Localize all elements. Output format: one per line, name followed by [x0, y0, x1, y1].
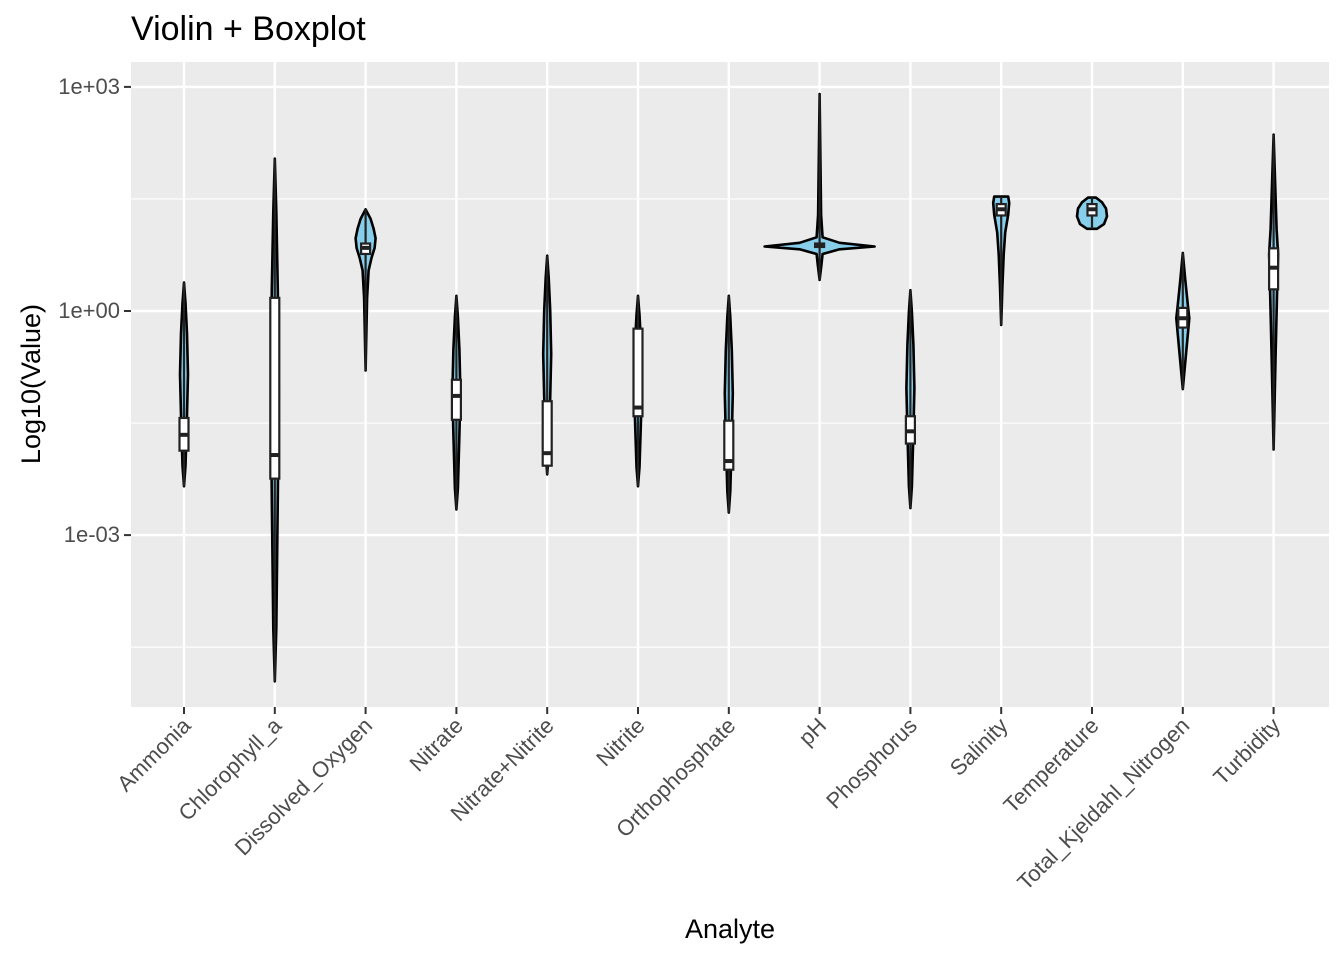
y-tick-label: 1e+00 — [58, 298, 120, 323]
violin-nitrate-nitrite — [541, 254, 553, 476]
box — [632, 327, 644, 418]
y-tick-label: 1e-03 — [64, 522, 120, 547]
box — [450, 378, 462, 421]
violin-nitrate — [450, 294, 462, 511]
violin-orthophosphate — [723, 294, 735, 514]
violin-salinity — [991, 195, 1011, 327]
x-tick-label: Nitrate — [404, 713, 467, 776]
x-tick-label: Nitrite — [591, 713, 649, 771]
y-tick-label: 1e+03 — [58, 74, 120, 99]
violin-dissolved-oxygen — [354, 208, 377, 372]
violin-turbidity — [1267, 133, 1280, 451]
violin-total-kjeldahl-nitrogen — [1175, 251, 1191, 391]
box — [723, 419, 735, 471]
x-tick-label: Ammonia — [112, 712, 196, 796]
y-axis-title: Log10(Value) — [16, 304, 46, 464]
violin-ph — [763, 92, 876, 282]
violins — [178, 92, 1280, 683]
box — [269, 296, 281, 480]
x-tick-label: Total_Kjeldahl_Nitrogen — [1012, 713, 1194, 895]
violin-ammonia — [178, 281, 190, 488]
box — [541, 400, 553, 467]
x-axis-title: Analyte — [685, 914, 775, 944]
violin-phosphorus — [904, 288, 917, 510]
violin-nitrite — [632, 294, 644, 488]
x-tick-label: Phosphorus — [821, 713, 922, 814]
violin-temperature — [1075, 196, 1109, 231]
y-axis: 1e-03 1e+00 1e+03 — [58, 74, 131, 547]
x-tick-label: pH — [794, 713, 832, 751]
x-tick-label: Salinity — [945, 713, 1013, 781]
x-tick-label: Turbidity — [1208, 713, 1285, 790]
violin-chlorophyll-a — [269, 157, 281, 683]
chart-title: Violin + Boxplot — [131, 10, 366, 48]
